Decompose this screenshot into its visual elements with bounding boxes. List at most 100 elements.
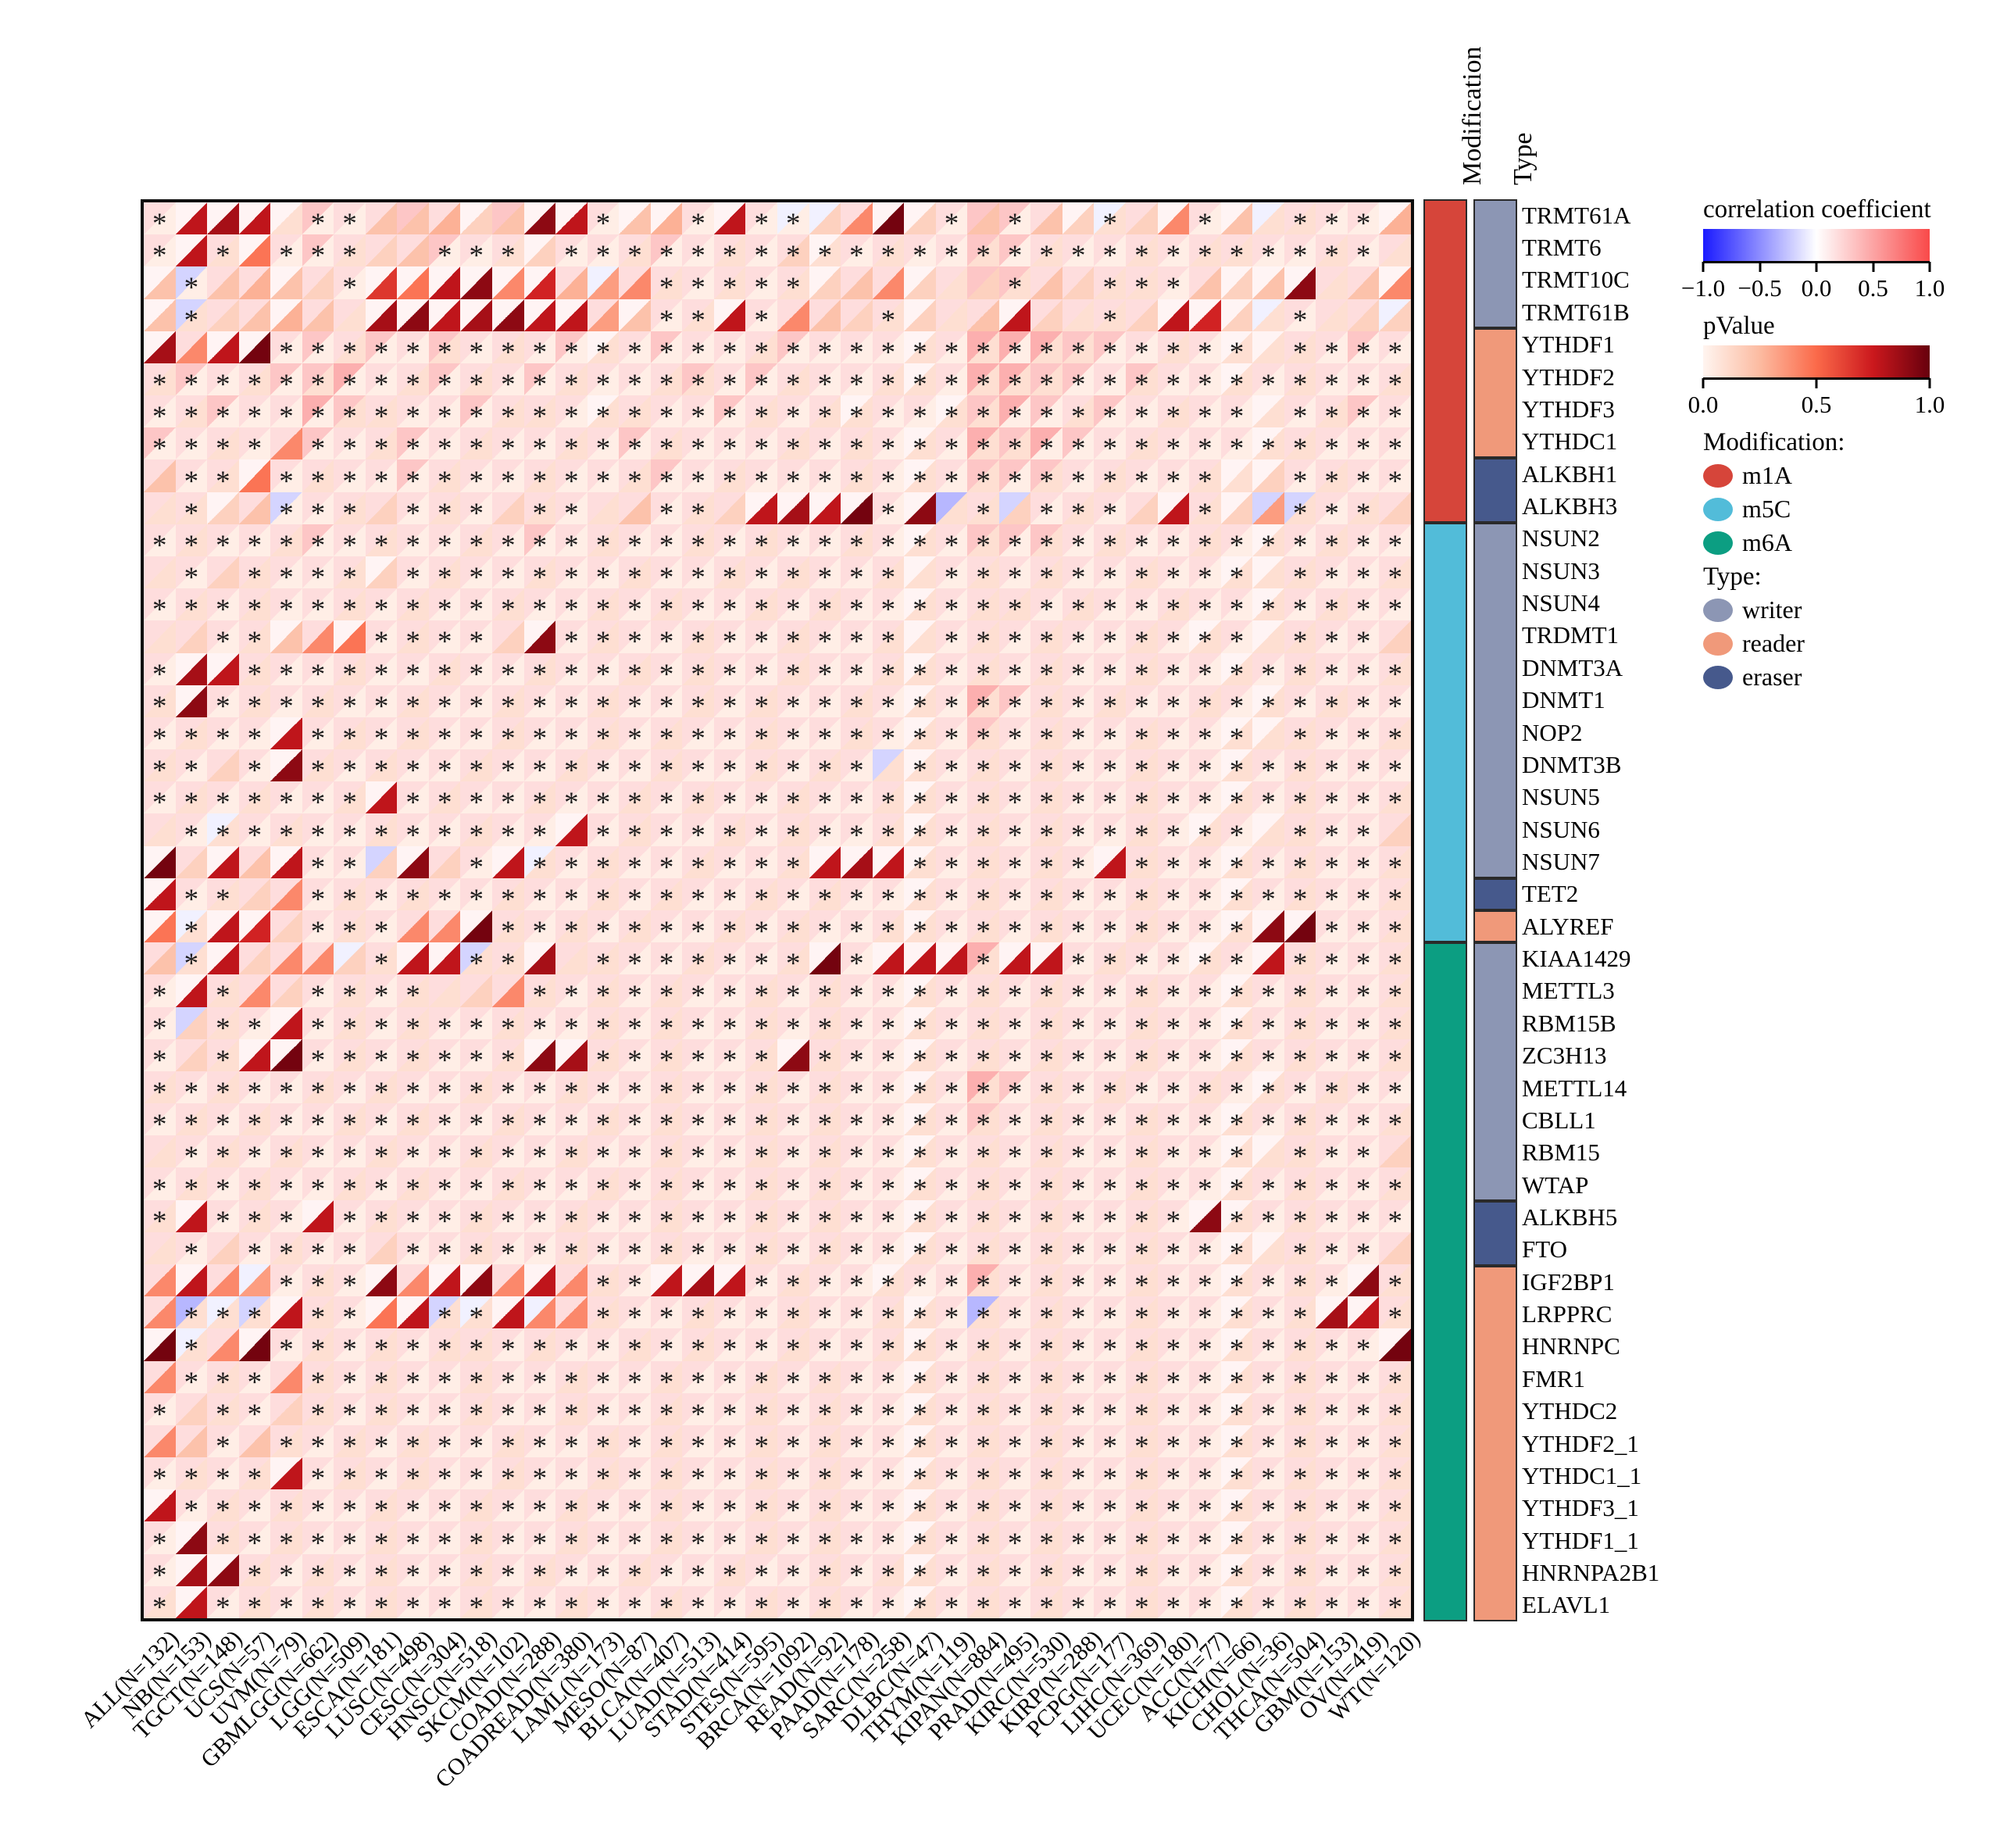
significance-asterisk: * <box>849 690 864 723</box>
heatmap-cell: * <box>777 459 809 498</box>
significance-asterisk: * <box>564 562 579 595</box>
heatmap-cell: * <box>777 910 809 948</box>
heatmap-cell: * <box>365 1199 398 1238</box>
heatmap-cell: * <box>619 813 651 852</box>
significance-asterisk: * <box>373 1109 389 1142</box>
significance-asterisk: * <box>1324 1398 1339 1431</box>
heatmap-cell: * <box>998 234 1031 272</box>
heatmap-cell <box>523 942 556 975</box>
heatmap-cell: * <box>1030 1360 1062 1399</box>
significance-asterisk: * <box>310 658 326 691</box>
significance-asterisk: * <box>627 1077 642 1109</box>
heatmap-cell: * <box>1220 1103 1253 1141</box>
heatmap-cell: * <box>428 1135 461 1173</box>
heatmap-cell: * <box>1157 813 1190 852</box>
heatmap-cell: * <box>1379 845 1411 884</box>
significance-asterisk: * <box>1070 626 1086 659</box>
heatmap-cell: * <box>1252 845 1284 884</box>
significance-asterisk: * <box>786 1012 801 1045</box>
heatmap-cell: * <box>1220 1038 1253 1077</box>
significance-asterisk: * <box>595 851 611 884</box>
significance-asterisk: * <box>279 401 294 434</box>
heatmap-cell: * <box>460 1360 493 1399</box>
heatmap-cell: * <box>998 459 1031 498</box>
significance-asterisk: * <box>1134 1366 1149 1399</box>
heatmap-cell: * <box>175 1103 208 1141</box>
heatmap-cell: * <box>144 781 176 819</box>
heatmap-cell: * <box>555 1167 588 1206</box>
heatmap-cell: * <box>682 363 714 401</box>
heatmap-cell: * <box>1189 1392 1221 1431</box>
significance-asterisk: * <box>184 304 199 337</box>
significance-asterisk: * <box>1039 1334 1054 1367</box>
heatmap-cell <box>175 1199 208 1232</box>
significance-asterisk: * <box>184 1302 199 1335</box>
significance-asterisk: * <box>469 1591 484 1624</box>
significance-asterisk: * <box>1166 819 1181 852</box>
heatmap-cell: * <box>1220 1392 1253 1431</box>
heatmap-cell: * <box>1030 1264 1062 1302</box>
heatmap-cell: * <box>1379 1585 1411 1624</box>
heatmap-cell: * <box>713 1457 746 1495</box>
significance-asterisk: * <box>184 787 199 820</box>
significance-asterisk: * <box>722 369 738 401</box>
heatmap-cell: * <box>841 717 873 755</box>
significance-asterisk: * <box>1198 916 1212 949</box>
significance-asterisk: * <box>627 916 642 949</box>
heatmap-cell: * <box>492 1231 524 1270</box>
significance-asterisk: * <box>1039 723 1054 755</box>
heatmap-cell: * <box>1030 781 1062 819</box>
heatmap-cell <box>207 845 239 878</box>
heatmap-cell: * <box>1157 1071 1190 1109</box>
significance-asterisk: * <box>1070 916 1086 949</box>
significance-asterisk: * <box>310 1495 326 1528</box>
significance-asterisk: * <box>1324 1205 1339 1238</box>
significance-asterisk: * <box>849 1591 864 1624</box>
significance-asterisk: * <box>1007 1366 1023 1399</box>
heatmap-cell: * <box>1284 1135 1316 1173</box>
heatmap-cell: * <box>745 395 777 433</box>
heatmap-cell: * <box>998 1167 1031 1206</box>
heatmap-cell: * <box>682 1038 714 1077</box>
heatmap-cell: * <box>365 395 398 433</box>
significance-asterisk: * <box>469 1173 484 1206</box>
heatmap-cell: * <box>1030 878 1062 916</box>
significance-asterisk: * <box>817 594 833 627</box>
significance-asterisk: * <box>659 1463 674 1496</box>
heatmap-cell: * <box>460 845 493 884</box>
heatmap-cell: * <box>587 427 620 465</box>
heatmap-cell <box>904 202 936 235</box>
significance-asterisk: * <box>501 883 516 916</box>
significance-asterisk: * <box>564 1237 579 1270</box>
significance-asterisk: * <box>564 1463 579 1496</box>
significance-asterisk: * <box>1198 433 1212 466</box>
heatmap-cell: * <box>1062 1006 1095 1045</box>
significance-asterisk: * <box>184 1366 199 1399</box>
significance-asterisk: * <box>1261 1398 1276 1431</box>
significance-asterisk: * <box>564 1205 579 1238</box>
significance-asterisk: * <box>912 336 927 369</box>
heatmap-cell: * <box>1284 1585 1316 1624</box>
significance-asterisk: * <box>976 497 991 530</box>
significance-asterisk: * <box>405 883 420 916</box>
significance-asterisk: * <box>1102 755 1118 788</box>
significance-asterisk: * <box>279 1077 294 1109</box>
modification-item-label: m6A <box>1742 528 1792 556</box>
heatmap-cell: * <box>619 588 651 626</box>
significance-asterisk: * <box>373 433 389 466</box>
significance-asterisk: * <box>691 916 705 949</box>
significance-asterisk: * <box>1261 1495 1276 1528</box>
significance-asterisk: * <box>373 1334 389 1367</box>
heatmap-cell: * <box>904 1489 936 1527</box>
significance-asterisk: * <box>659 529 674 562</box>
significance-asterisk: * <box>1102 1237 1118 1270</box>
significance-asterisk: * <box>627 1495 642 1528</box>
significance-asterisk: * <box>1324 1237 1339 1270</box>
heatmap-cell: * <box>270 1553 302 1592</box>
heatmap-cell: * <box>1030 588 1062 626</box>
heatmap-cell: * <box>207 1167 239 1206</box>
significance-asterisk: * <box>1388 1398 1402 1431</box>
colorbar-tick-label: 1.0 <box>1914 274 1945 302</box>
heatmap-cell: * <box>555 1006 588 1045</box>
